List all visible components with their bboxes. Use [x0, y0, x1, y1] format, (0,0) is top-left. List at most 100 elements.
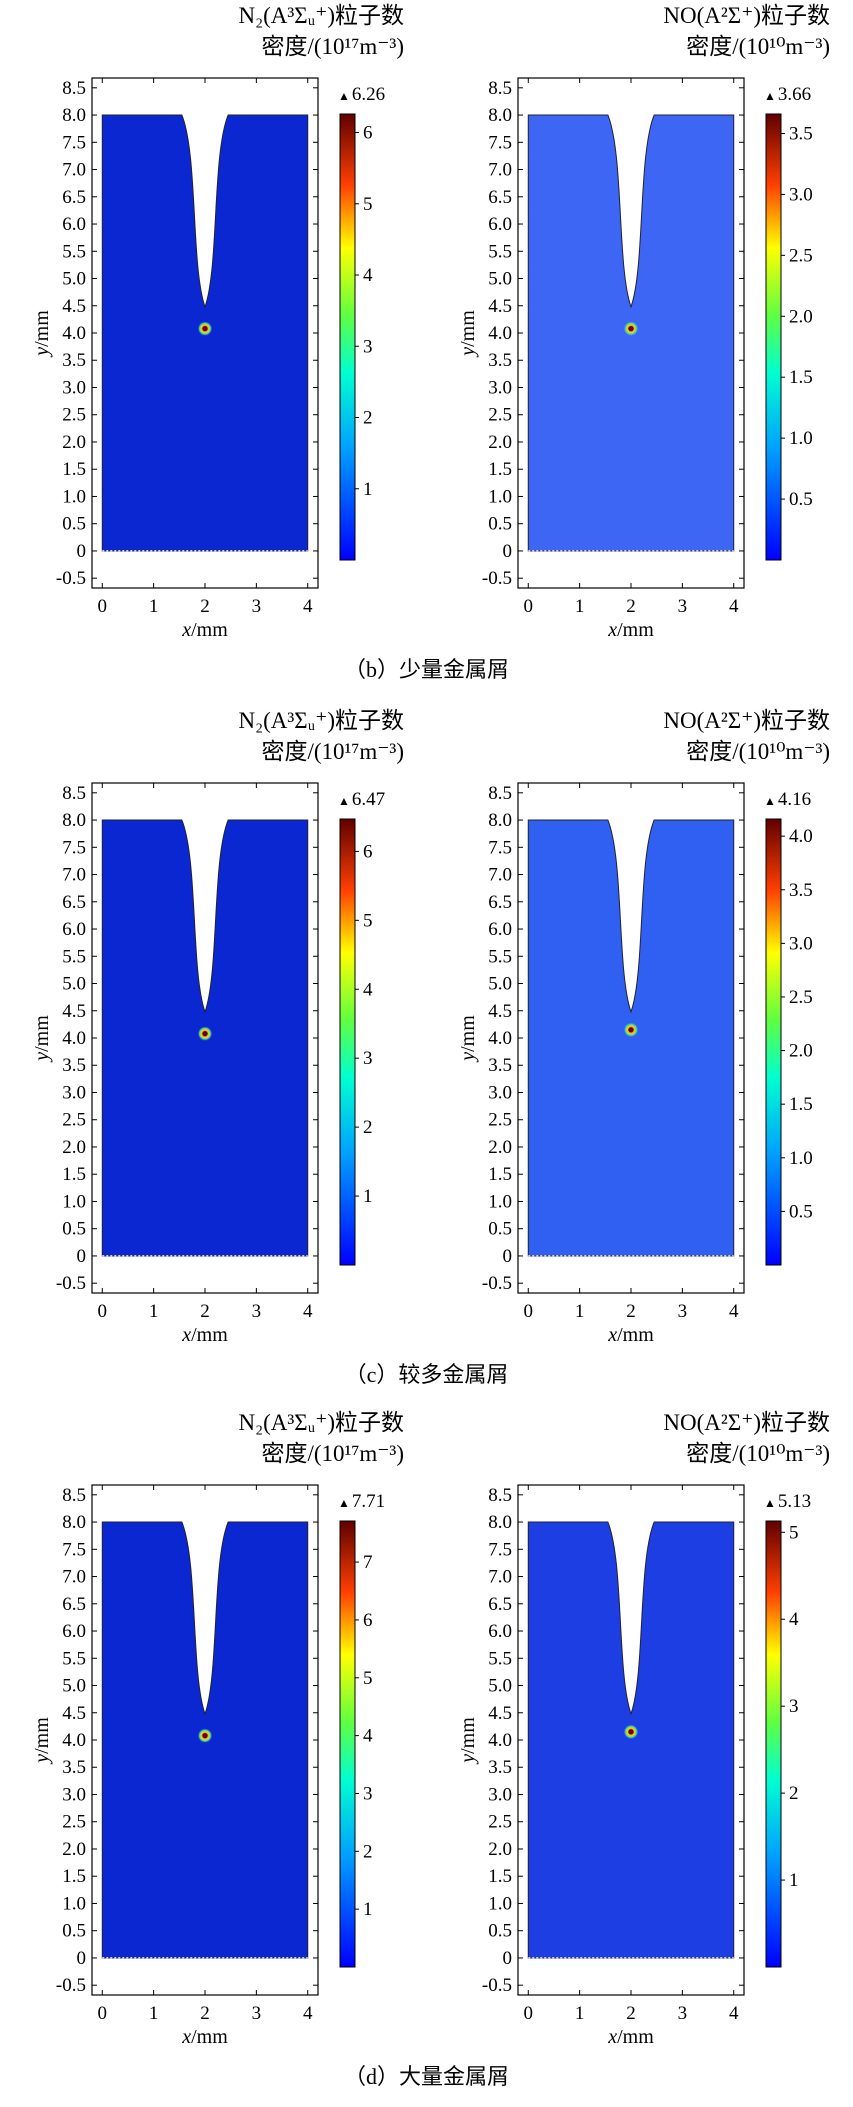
panel-title: N₂(A³Σᵤ⁺)粒子数 密度/(10¹⁷m⁻³) [238, 705, 404, 767]
y-tick-label: 0.5 [488, 1921, 512, 1942]
y-tick-label: 7.5 [488, 837, 512, 858]
y-tick-label: 7.0 [488, 1567, 512, 1588]
y-tick-label: 8.5 [488, 1485, 512, 1506]
y-tick-label: 1.0 [488, 486, 512, 507]
colorbar-tick-label: 3 [789, 1696, 799, 1717]
y-tick-label: 5.5 [62, 241, 86, 262]
y-tick-label: 3.0 [62, 1082, 86, 1103]
y-tick-label: 8.5 [62, 783, 86, 804]
y-axis-label: y/mm [457, 1717, 479, 1765]
y-tick-label: 8.5 [62, 1485, 86, 1506]
y-tick-label: 2.0 [62, 1137, 86, 1158]
panel-title-line2: 密度/(10¹⁰m⁻³) [686, 34, 830, 59]
y-axis-label: y/mm [457, 310, 479, 358]
y-tick-label: 7.0 [62, 160, 86, 181]
colorbar-tick-label: 2.0 [789, 306, 813, 327]
colorbar [765, 818, 782, 1266]
figure-row-b: -0.5 0 0.5 1.0 1.5 2.0 2.5 3.0 3.5 4.0 4.5 5.0 5.5 6.… [0, 0, 853, 705]
colorbar-tick-label: 1 [363, 1186, 373, 1207]
y-tick-label: 2.5 [488, 1110, 512, 1131]
colorbar-max-label: ▲ 7.71 [338, 1491, 385, 1512]
y-tick-label: 2.5 [62, 1812, 86, 1833]
x-tick-label: 0 [524, 1301, 534, 1322]
colorbar-tick-label: 4 [789, 1609, 799, 1630]
density-peak-marker [628, 1729, 634, 1735]
x-tick-label: 2 [626, 2003, 636, 2024]
y-tick-label: 2.5 [488, 405, 512, 426]
x-axis-label: x/mm [607, 619, 654, 641]
heatmap-svg: -0.5 0 0.5 1.0 1.5 2.0 2.5 3.0 3.5 4.0 4.5 5.0 5.5 6.… [31, 782, 385, 1346]
x-tick-label: 4 [729, 1301, 739, 1322]
y-tick-label: 7.0 [488, 865, 512, 886]
x-tick-label: 0 [98, 1301, 108, 1322]
y-tick-label: 5.5 [488, 946, 512, 967]
y-tick-label: 3.5 [488, 1055, 512, 1076]
x-tick-label: 1 [575, 596, 585, 617]
x-tick-label: 1 [149, 1301, 159, 1322]
colorbar [339, 113, 356, 561]
y-tick-label: 4.5 [488, 1703, 512, 1724]
x-tick-label: 2 [200, 2003, 210, 2024]
y-tick-label: 7.5 [62, 1539, 86, 1560]
y-tick-label: 6.5 [62, 892, 86, 913]
x-axis-label: x/mm [181, 2026, 228, 2048]
y-tick-label: 2.0 [488, 432, 512, 453]
y-tick-label: 4.5 [62, 296, 86, 317]
y-tick-label: 5.0 [62, 974, 86, 995]
colorbar-tick-label: 1.5 [789, 1094, 813, 1115]
colorbar-tick-label: 5 [363, 910, 373, 931]
x-tick-label: 4 [303, 1301, 313, 1322]
y-tick-label: 7.5 [62, 837, 86, 858]
colorbar-tick-label: 7 [363, 1552, 373, 1573]
x-tick-label: 4 [729, 2003, 739, 2024]
colorbar-tick-label: 4 [363, 979, 373, 1000]
y-tick-label: 3.5 [488, 1757, 512, 1778]
panel-title-line1: N₂(A³Σᵤ⁺)粒子数 [238, 3, 404, 28]
panel-n2-b: -0.5 0 0.5 1.0 1.5 2.0 2.5 3.0 3.5 4.0 4.5 5.0 5.5 6.… [0, 0, 426, 641]
colorbar [339, 1520, 356, 1968]
x-tick-label: 1 [575, 2003, 585, 2024]
colorbar-max-label: ▲ 5.13 [764, 1491, 811, 1512]
panel-title: NO(A²Σ⁺)粒子数 密度/(10¹⁰m⁻³) [663, 705, 830, 767]
panel-title-line1: NO(A²Σ⁺)粒子数 [663, 1410, 830, 1435]
y-tick-label: -0.5 [56, 1975, 86, 1996]
x-axis-label: x/mm [181, 1324, 228, 1346]
y-tick-label: 8.0 [488, 1512, 512, 1533]
y-tick-label: 8.0 [62, 105, 86, 126]
y-tick-label: -0.5 [482, 1975, 512, 1996]
y-tick-label: 1.5 [62, 1866, 86, 1887]
y-tick-label: 1.5 [62, 459, 86, 480]
x-tick-label: 0 [98, 2003, 108, 2024]
panel-title: NO(A²Σ⁺)粒子数 密度/(10¹⁰m⁻³) [663, 0, 830, 62]
y-tick-label: 2.0 [62, 432, 86, 453]
x-tick-label: 3 [252, 596, 262, 617]
x-tick-label: 4 [303, 596, 313, 617]
y-tick-label: 2.5 [488, 1812, 512, 1833]
y-tick-label: 4.5 [62, 1001, 86, 1022]
colorbar-tick-label: 5 [363, 194, 373, 215]
y-tick-label: 7.5 [488, 1539, 512, 1560]
subfigure-caption: （c）较多金属屑 [344, 1362, 509, 1387]
y-tick-label: 4.5 [488, 296, 512, 317]
colorbar-tick-label: 2 [363, 1841, 373, 1862]
colorbar-tick-label: 2 [789, 1783, 799, 1804]
panel-title-line2: 密度/(10¹⁰m⁻³) [686, 1441, 830, 1466]
heatmap-svg: -0.5 0 0.5 1.0 1.5 2.0 2.5 3.0 3.5 4.0 4.5 5.0 5.5 6.… [457, 782, 813, 1346]
colorbar-tick-label: 3 [363, 1048, 373, 1069]
y-tick-label: 6.5 [62, 1594, 86, 1615]
y-tick-label: 8.0 [488, 810, 512, 831]
x-tick-label: 3 [678, 596, 688, 617]
y-tick-label: 6.0 [62, 919, 86, 940]
x-tick-label: 0 [98, 596, 108, 617]
y-tick-label: 4.5 [488, 1001, 512, 1022]
y-tick-label: 6.5 [62, 187, 86, 208]
y-tick-label: 3.0 [488, 1082, 512, 1103]
y-tick-label: 0.5 [62, 1921, 86, 1942]
panel-title: N₂(A³Σᵤ⁺)粒子数 密度/(10¹⁷m⁻³) [238, 0, 404, 62]
y-tick-label: 3.5 [62, 1055, 86, 1076]
colorbar-tick-label: 1 [363, 479, 373, 500]
panel-title-line2: 密度/(10¹⁷m⁻³) [261, 739, 404, 764]
colorbar-tick-label: 2 [363, 1117, 373, 1138]
panel-no-c: -0.5 0 0.5 1.0 1.5 2.0 2.5 3.0 3.5 4.0 4.5 5.0 5.5 6.… [426, 705, 852, 1346]
x-tick-label: 3 [252, 1301, 262, 1322]
